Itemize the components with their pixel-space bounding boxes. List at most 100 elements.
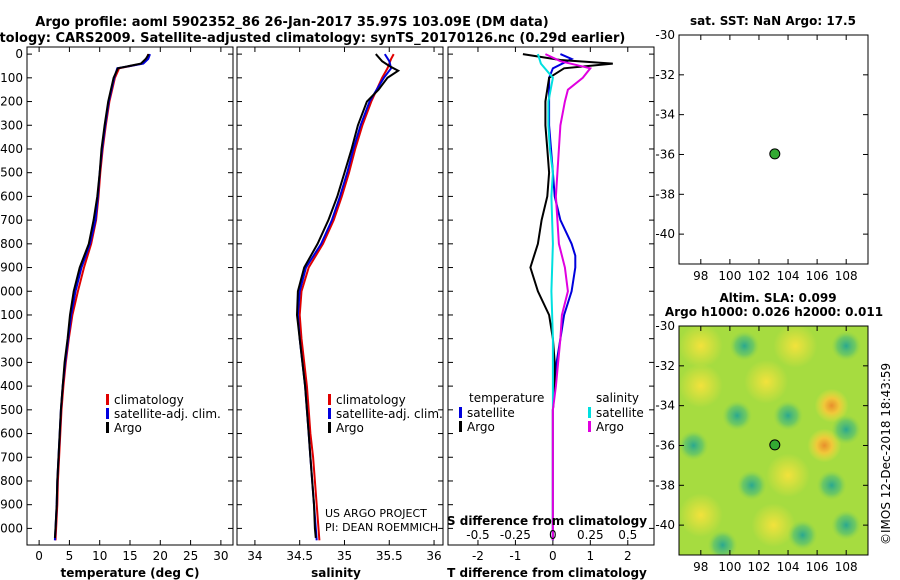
lat-tick-label: -40 (655, 227, 675, 241)
sla-anomaly-high (751, 503, 796, 548)
project-credit-line2: PI: DEAN ROEMMICH (325, 521, 438, 534)
legend-satellite-label: satellite-adj. clim. (336, 407, 443, 421)
sla-anomaly-high (766, 453, 811, 498)
salinity-panel: 34 34.5 35 35.5 36 salinity climatology sate… (236, 46, 444, 580)
depth-tick-label: 700 (0, 213, 23, 227)
x-tick-label: -1 (509, 549, 521, 563)
temperature-depth-ticks: 0 100 200 300 400 500 600 700 800 900 1000 1100 1200… (0, 47, 23, 535)
sla-anomaly-high (679, 493, 723, 538)
figure-title-line2: Climatology: CARS2009. Satellite-adjuste… (0, 31, 625, 46)
lat-tick-label: -32 (655, 68, 675, 82)
depth-tick-label: 1800 (0, 474, 23, 488)
depth-tick-label: 0 (15, 47, 23, 61)
depth-tick-label: 1200 (0, 332, 23, 346)
depth-tick-label: 1400 (0, 379, 23, 393)
legend-salinity-argo-label: Argo (596, 420, 624, 434)
sla-anomaly-high (679, 326, 723, 368)
x-tick-label: 15 (122, 549, 137, 563)
x-tick-label: 30 (213, 549, 228, 563)
lon-tick-label: 106 (806, 269, 829, 283)
s-diff-tick-label: -0.25 (500, 528, 531, 542)
lat-tick-label: -36 (655, 147, 675, 161)
difference-x-ticks: -2 -1 0 1 2 (448, 47, 654, 563)
legend-salinity-satellite-label: satellite (596, 406, 644, 420)
legend-climatology-swatch (328, 394, 331, 405)
depth-tick-label: 1700 (0, 450, 23, 464)
x-tick-label: 34 (247, 549, 262, 563)
s-diff-tick-label: 0 (549, 528, 557, 542)
sla-anomaly-low (831, 330, 862, 361)
lat-tick-label: -34 (655, 108, 675, 122)
depth-tick-label: 200 (0, 95, 23, 109)
salinity-difference-ticks: -0.5 -0.25 0 0.25 0.5 (466, 528, 637, 542)
legend-salinity-heading: salinity (596, 391, 639, 405)
legend-temperature-heading: temperature (469, 391, 544, 405)
temperature-difference-axis-label: T difference from climatology (447, 566, 647, 580)
sst-map-title: sat. SST: NaN Argo: 17.5 (690, 14, 856, 28)
difference-plot-frame (447, 46, 655, 546)
depth-tick-label: 100 (0, 71, 23, 85)
x-tick-label: 1 (587, 549, 595, 563)
lat-tick-label: -38 (655, 478, 675, 492)
x-tick-label: 25 (183, 549, 198, 563)
depth-tick-label: 1100 (0, 308, 23, 322)
satellite-line (53, 53, 151, 541)
legend-temperature-satellite-swatch (459, 407, 462, 418)
sla-map-panel: Altim. SLA: 0.099 Argo h1000: 0.026 h200… (655, 291, 883, 574)
x-tick-label: 34.5 (286, 549, 313, 563)
sst-map-ticks: 98 100 102 104 106 108 -30 -32 -34 -36 -38 -40 (655, 28, 868, 283)
lon-tick-label: 100 (718, 560, 741, 574)
sla-anomaly-peak (814, 388, 849, 423)
lat-tick-label: -40 (655, 518, 675, 532)
legend-argo-swatch (328, 422, 331, 433)
x-tick-label: 0 (549, 549, 557, 563)
salinity-difference-axis-title: S difference from climatology (447, 514, 647, 528)
sla-map-title: Altim. SLA: 0.099 (719, 291, 836, 305)
salinity-satellite-line (536, 53, 554, 541)
x-tick-label: 5 (66, 549, 74, 563)
depth-tick-label: 1600 (0, 427, 23, 441)
climatology-line (54, 53, 150, 541)
sla-anomaly-high (744, 359, 789, 404)
legend-temperature-argo-swatch (459, 421, 462, 432)
legend-salinity-argo-swatch (588, 421, 591, 432)
lat-tick-label: -30 (655, 28, 675, 42)
lon-tick-label: 106 (806, 560, 829, 574)
argo-float-marker (769, 439, 781, 451)
sla-anomaly-low (831, 510, 862, 541)
depth-tick-label: 1000 (0, 284, 23, 298)
depth-tick-label: 600 (0, 189, 23, 203)
legend-climatology-swatch (106, 394, 109, 405)
argo-float-marker (769, 148, 781, 160)
legend-argo-label: Argo (336, 421, 364, 435)
difference-series (522, 53, 613, 541)
legend-climatology-label: climatology (336, 393, 406, 407)
legend-climatology-label: climatology (114, 393, 184, 407)
difference-legend: temperature salinity satellite Argo sate… (459, 391, 644, 434)
depth-tick-label: 2000 (0, 521, 23, 535)
sst-map-panel: sat. SST: NaN Argo: 17.5 98 100 102 104 106 1… (655, 14, 869, 283)
depth-tick-label: 1900 (0, 498, 23, 512)
temperature-x-ticks: 0 5 10 15 20 25 30 (27, 47, 233, 563)
argo-line (295, 53, 401, 538)
lat-tick-label: -38 (655, 187, 675, 201)
lon-tick-label: 104 (777, 560, 800, 574)
sla-anomaly-low (773, 400, 804, 431)
lat-tick-label: -36 (655, 438, 675, 452)
x-tick-label: 0 (35, 549, 43, 563)
x-tick-label: 10 (92, 549, 107, 563)
sla-anomaly-low (736, 470, 767, 501)
sla-anomaly-low (729, 330, 760, 361)
depth-tick-label: 300 (0, 118, 23, 132)
x-tick-label: 36 (426, 549, 441, 563)
sla-anomaly-low (816, 470, 847, 501)
sla-anomaly-low (679, 430, 709, 461)
legend-temperature-satellite-label: satellite (467, 406, 515, 420)
imos-credit: ©IMOS 12-Dec-2018 18:43:59 (879, 363, 893, 545)
lon-tick-label: 104 (777, 269, 800, 283)
sla-anomaly-low (831, 414, 862, 445)
s-diff-tick-label: -0.5 (466, 528, 489, 542)
legend-satellite-label: satellite-adj. clim. (114, 407, 221, 421)
sla-map-frame (678, 325, 869, 556)
